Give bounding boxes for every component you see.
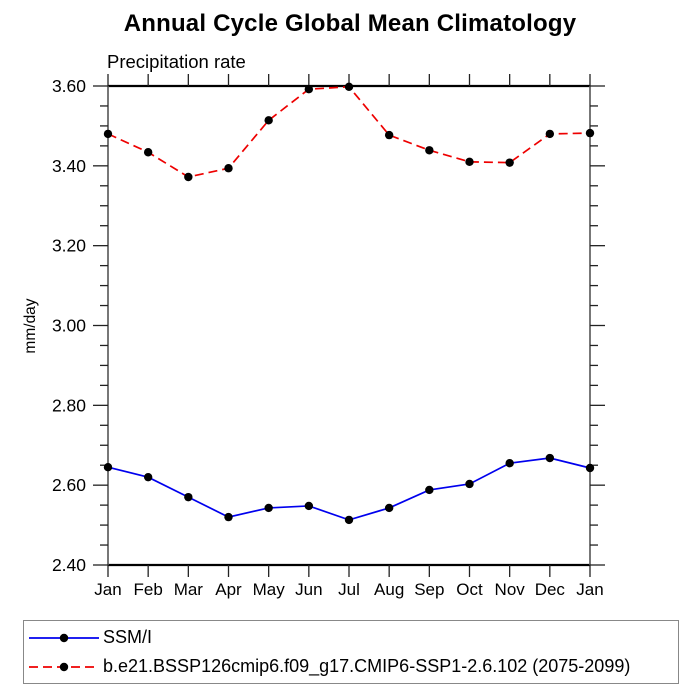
legend-item-model: b.e21.BSSP126cmip6.f09_g17.CMIP6-SSP1-2.… [29,652,678,681]
y-tick-label: 2.40 [52,555,86,575]
y-tick-label: 3.00 [52,316,86,336]
x-tick-label: Jun [295,580,322,599]
data-point-marker [103,129,113,139]
y-tick-label: 2.60 [52,475,86,495]
data-point-marker [585,128,595,138]
x-tick-label: Feb [134,580,163,599]
x-tick-label: Mar [174,580,204,599]
data-point-marker [143,472,153,482]
y-tick-label: 3.20 [52,236,86,256]
y-tick-label: 3.40 [52,156,86,176]
data-point-marker [184,172,193,182]
data-point-marker [224,164,233,173]
data-point-marker [465,157,474,167]
legend-line-sample-dashed-icon [29,662,99,671]
data-point-marker [425,485,434,495]
series-line-model [107,85,591,178]
x-tick-label: Apr [215,580,242,599]
data-point-marker [264,116,273,125]
x-tick-label: Oct [456,580,483,599]
y-tick-label: 2.80 [52,395,86,415]
legend-item-ssmi: SSM/I [29,623,678,652]
data-point-marker [264,503,273,513]
legend-line-sample-solid-icon [29,633,99,642]
x-tick-label: Jan [94,580,121,599]
chart-subtitle: Precipitation rate [107,51,246,72]
x-tick-label: May [253,580,286,599]
data-point-marker [505,158,514,167]
legend: SSM/I b.e21.BSSP126cmip6.f09_g17.CMIP6-S… [23,620,679,684]
data-point-marker [384,130,394,140]
data-point-marker [344,515,354,525]
legend-sample-marker [59,662,69,671]
data-point-marker [304,84,314,94]
data-point-marker [384,503,394,513]
data-point-marker [304,501,314,511]
legend-label-model: b.e21.BSSP126cmip6.f09_g17.CMIP6-SSP1-2.… [103,656,631,676]
data-point-marker [465,479,474,489]
y-tick-label: 3.60 [52,76,86,96]
x-tick-label: Jul [338,580,360,599]
x-tick-label: Aug [374,580,404,599]
data-point-marker [103,463,113,472]
legend-label-ssmi: SSM/I [103,627,153,647]
data-point-marker [344,82,354,91]
data-point-marker [545,453,555,463]
legend-sample-marker [59,633,69,642]
series-line-ssmi [107,457,591,521]
x-tick-label: Dec [535,580,566,599]
chart-title: Annual Cycle Global Mean Climatology [123,10,577,37]
data-point-marker [425,146,434,155]
data-point-marker [585,463,595,473]
data-point-marker [143,148,153,157]
data-point-marker [505,459,514,468]
data-point-marker [184,492,193,502]
x-tick-label: Sep [414,580,444,599]
data-point-marker [224,512,233,522]
data-point-marker [545,129,555,139]
x-tick-label: Jan [576,580,603,599]
x-tick-label: Nov [495,580,526,599]
